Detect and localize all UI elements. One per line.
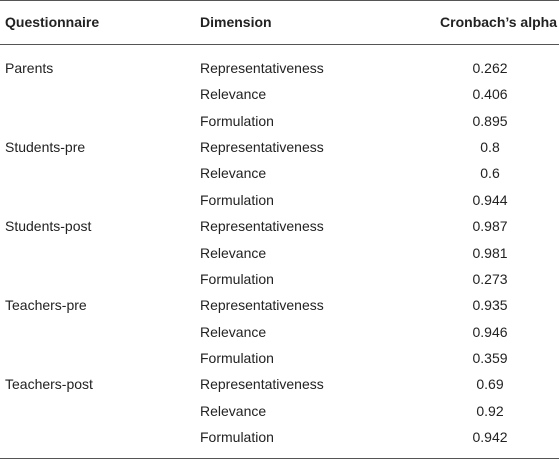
dimension-cell: Representativeness [200, 297, 324, 314]
alpha-cell: 0.981 [472, 244, 508, 261]
alpha-cell: 0.69 [476, 376, 504, 393]
header-rule [0, 44, 559, 45]
dimension-cell: Relevance [200, 402, 267, 419]
dimension-cell: Representativeness [200, 218, 324, 235]
alpha-cell: 0.273 [472, 270, 508, 287]
alpha-cell: 0.895 [472, 112, 508, 129]
alpha-cell: 0.262 [472, 60, 508, 76]
header-cell: Dimension [200, 14, 272, 30]
alpha-cell: 0.8 [480, 139, 500, 156]
questionnaire-cell: Parents [5, 60, 54, 76]
alpha-cell: 0.987 [472, 218, 508, 235]
dimension-cell: Relevance [200, 323, 267, 340]
questionnaire-cell: Teachers-pre [5, 297, 87, 314]
dimension-cell: Formulation [200, 270, 274, 287]
header-cell: Questionnaire [5, 14, 100, 30]
dimension-cell: Relevance [200, 165, 267, 182]
dimension-cell: Formulation [200, 112, 274, 129]
alpha-cell: 0.6 [480, 165, 500, 182]
dimension-cell: Formulation [200, 191, 274, 208]
alpha-cell: 0.946 [472, 323, 508, 340]
dimension-cell: Formulation [200, 429, 274, 446]
alpha-cell: 0.942 [472, 429, 508, 446]
questionnaire-cell: Students-post [5, 218, 92, 235]
dimension-cell: Representativeness [200, 376, 324, 393]
dimension-cell: Relevance [200, 244, 267, 261]
bottom-rule [0, 458, 559, 459]
dimension-cell: Representativeness [200, 60, 324, 76]
alpha-cell: 0.406 [472, 86, 508, 103]
dimension-cell: Representativeness [200, 139, 324, 156]
top-rule [0, 0, 559, 1]
dimension-cell: Relevance [200, 86, 267, 103]
dimension-cell: Formulation [200, 349, 274, 366]
questionnaire-cell: Teachers-post [5, 376, 93, 393]
alpha-cell: 0.359 [472, 349, 508, 366]
alpha-cell: 0.944 [472, 191, 508, 208]
questionnaire-cell: Students-pre [5, 139, 86, 156]
header-cell: Cronbach’s alpha [440, 14, 557, 30]
alpha-cell: 0.92 [476, 402, 504, 419]
alpha-cell: 0.935 [472, 297, 508, 314]
